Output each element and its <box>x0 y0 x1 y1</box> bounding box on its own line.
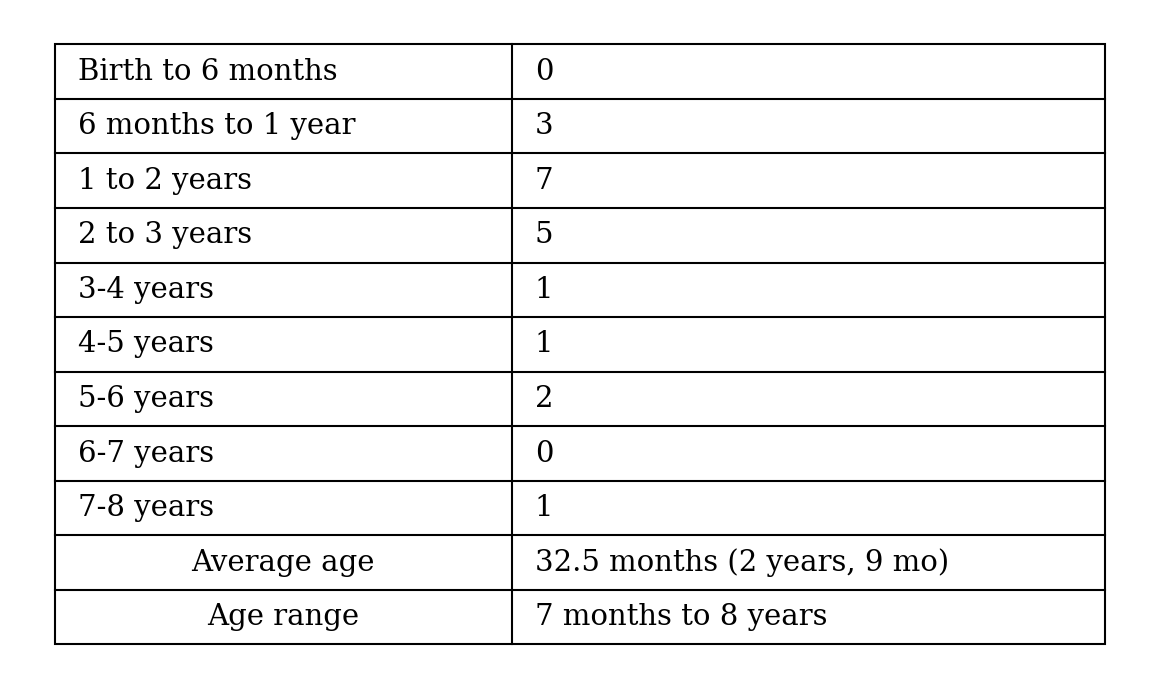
Text: 2: 2 <box>535 385 553 413</box>
Text: 7 months to 8 years: 7 months to 8 years <box>535 603 827 632</box>
Text: 32.5 months (2 years, 9 mo): 32.5 months (2 years, 9 mo) <box>535 548 949 577</box>
Text: 1: 1 <box>535 330 553 359</box>
Text: Average age: Average age <box>191 548 375 577</box>
Text: 7: 7 <box>535 166 553 195</box>
Text: 6 months to 1 year: 6 months to 1 year <box>78 112 355 140</box>
Text: 3-4 years: 3-4 years <box>78 276 213 304</box>
Text: 5: 5 <box>535 221 553 250</box>
Bar <box>55 44 1105 644</box>
Text: 2 to 3 years: 2 to 3 years <box>78 221 252 250</box>
Text: 1: 1 <box>535 276 553 304</box>
Text: 0: 0 <box>535 439 553 468</box>
Text: 3: 3 <box>535 112 553 140</box>
Text: 5-6 years: 5-6 years <box>78 385 213 413</box>
Text: 7-8 years: 7-8 years <box>78 494 213 522</box>
Text: Age range: Age range <box>206 603 360 632</box>
Text: 0: 0 <box>535 57 553 86</box>
Text: 4-5 years: 4-5 years <box>78 330 213 359</box>
Text: Birth to 6 months: Birth to 6 months <box>78 57 338 86</box>
Text: 6-7 years: 6-7 years <box>78 439 213 468</box>
Text: 1 to 2 years: 1 to 2 years <box>78 166 252 195</box>
Text: 1: 1 <box>535 494 553 522</box>
